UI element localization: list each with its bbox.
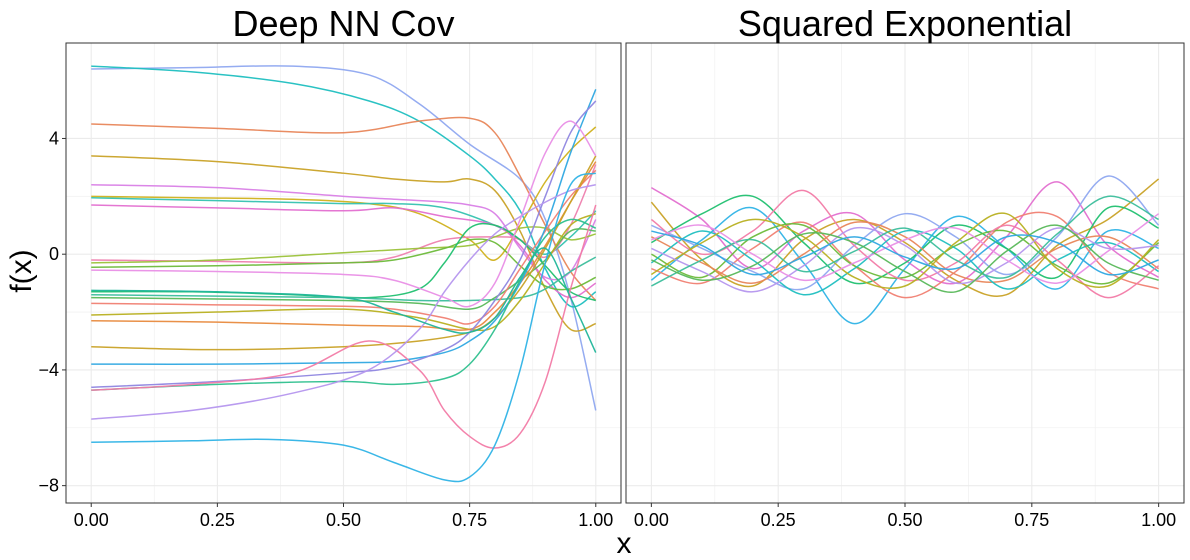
y-tick-label: 4 bbox=[49, 128, 59, 148]
series-line-16 bbox=[651, 230, 1159, 276]
series-line-6 bbox=[651, 175, 1160, 291]
y-tick-label: 0 bbox=[49, 244, 59, 264]
panel-title: Squared Exponential bbox=[738, 3, 1072, 44]
series-line-2 bbox=[650, 206, 1159, 325]
series-line-3 bbox=[650, 178, 1160, 297]
series-line-24 bbox=[91, 172, 597, 483]
series-line-8 bbox=[651, 221, 1160, 284]
x-tick-label: 0.50 bbox=[887, 510, 922, 530]
series-line-11 bbox=[650, 212, 1160, 290]
x-tick-label: 0.25 bbox=[761, 510, 796, 530]
x-tick-label: 0.75 bbox=[452, 510, 487, 530]
x-tick-label: 1.00 bbox=[578, 510, 613, 530]
series-line-9 bbox=[650, 229, 1160, 296]
series-line-13 bbox=[651, 195, 1159, 287]
series-line-14 bbox=[651, 213, 1160, 284]
panel-squared-exponential: 0.00 0.25 0.50 0.75 1.00 Squared Exponential bbox=[625, 3, 1185, 530]
series-line-5 bbox=[91, 184, 597, 281]
series-lines bbox=[650, 175, 1160, 325]
series-line-1 bbox=[650, 181, 1160, 285]
series-line-13 bbox=[91, 256, 597, 302]
x-tick-label: 0.75 bbox=[1014, 510, 1049, 530]
gridlines bbox=[66, 43, 621, 503]
y-axis-label: f(x) bbox=[5, 249, 38, 292]
series-line-25 bbox=[91, 120, 597, 308]
series-line-15 bbox=[91, 169, 597, 325]
panel-title: Deep NN Cov bbox=[232, 3, 454, 44]
x-tick-label: 0.25 bbox=[200, 510, 235, 530]
series-line-2 bbox=[91, 65, 597, 308]
series-line-6 bbox=[91, 126, 597, 261]
series-line-4 bbox=[650, 194, 1159, 285]
panel-deep-nn-cov: 0.00 0.25 0.50 0.75 1.00 −8 −4 0 4 Deep NN Cov bbox=[38, 3, 622, 530]
x-tick-label: 0.00 bbox=[74, 510, 109, 530]
series-line-21 bbox=[91, 218, 597, 391]
x-axis-label: x bbox=[617, 527, 632, 560]
series-line-4 bbox=[91, 155, 597, 332]
x-tick-label: 1.00 bbox=[1141, 510, 1176, 530]
y-tick-label: −4 bbox=[38, 360, 59, 380]
series-line-9 bbox=[91, 164, 597, 264]
series-line-26 bbox=[91, 247, 597, 353]
series-line-23 bbox=[91, 184, 596, 420]
y-tick-label: −8 bbox=[38, 476, 59, 496]
x-tick-label: 0.50 bbox=[326, 510, 361, 530]
series-line-5 bbox=[651, 211, 1159, 299]
series-lines bbox=[91, 65, 597, 483]
x-tick-label: 0.00 bbox=[634, 510, 669, 530]
series-line-22 bbox=[91, 204, 597, 449]
series-line-15 bbox=[651, 224, 1159, 293]
series-line-19 bbox=[91, 89, 597, 365]
series-line-3 bbox=[91, 116, 597, 301]
